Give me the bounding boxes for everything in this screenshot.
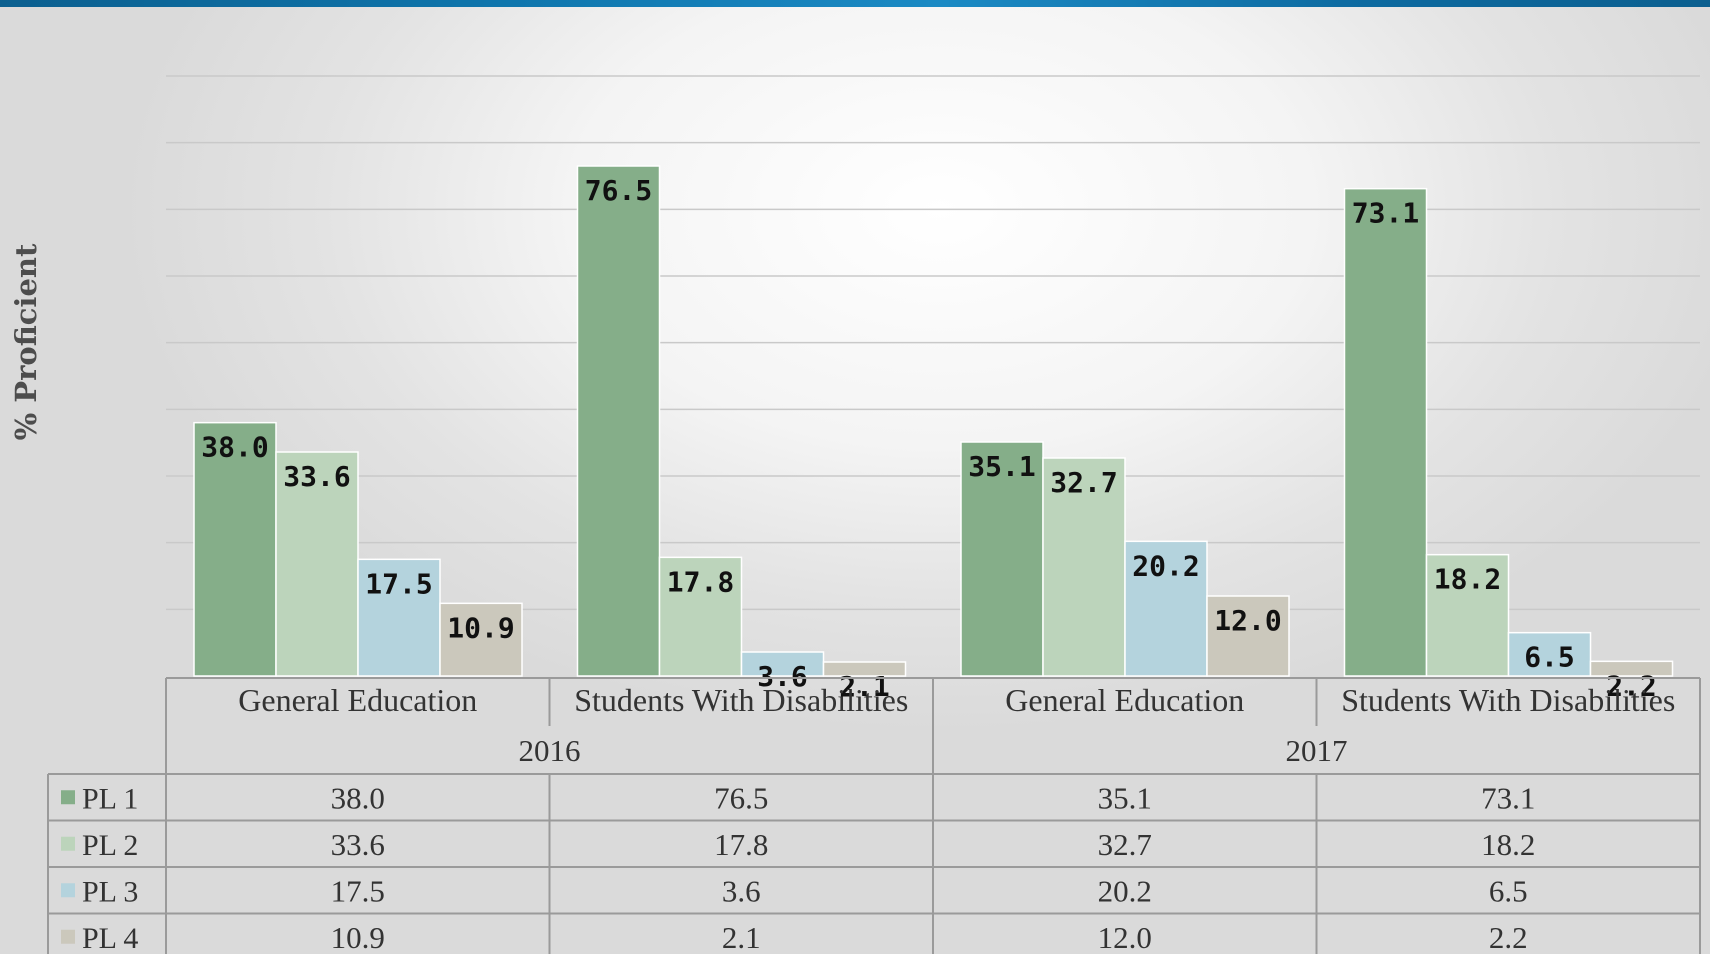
bar (576, 165, 661, 677)
bar (1589, 660, 1674, 677)
table-cell-value: 73.1 (1481, 780, 1535, 815)
table-cell-value: 3.6 (722, 873, 761, 908)
bar-value-label: 12.0 (1214, 604, 1281, 637)
bar (1425, 553, 1510, 677)
data-table: General Education Students With Disabilit… (47, 677, 1701, 954)
bar-value-label: 76.5 (585, 174, 652, 207)
bar (439, 602, 523, 677)
bar (1507, 631, 1592, 677)
table-cell-value: 2.1 (722, 920, 761, 954)
bar (1206, 595, 1290, 677)
bar-value-label: 2.2 (1606, 669, 1657, 702)
table-cell-value: 6.5 (1489, 873, 1528, 908)
bar (193, 421, 277, 677)
bar (740, 651, 825, 677)
table-cell-value: 17.5 (331, 873, 385, 908)
table-cell-value: 18.2 (1481, 827, 1535, 862)
bar-value-label: 17.5 (365, 567, 432, 600)
category-label: Students With Disabilities (574, 682, 908, 718)
group-label: 2016 (519, 733, 581, 768)
table-cell-value: 17.8 (714, 827, 768, 862)
bar-value-label: 2.1 (839, 670, 890, 703)
top-accent-bar (0, 0, 1710, 7)
table-cell-value: 38.0 (331, 780, 385, 815)
bar-value-label: 35.1 (968, 450, 1035, 483)
table-cell-value: 12.0 (1098, 920, 1152, 954)
bar-value-label: 6.5 (1524, 641, 1575, 674)
bar (822, 661, 907, 677)
bar-value-label: 73.1 (1352, 197, 1419, 230)
table-cell-value: 2.2 (1489, 920, 1528, 954)
bar-value-label: 17.8 (667, 565, 734, 598)
legend-key (61, 836, 75, 851)
legend-key (61, 790, 75, 805)
legend-key (61, 883, 75, 898)
table-cell-value: 76.5 (714, 780, 768, 815)
bar-value-label: 33.6 (283, 460, 350, 493)
group-label: 2017 (1286, 733, 1348, 768)
legend-key (61, 929, 75, 944)
table-cell-value: 35.1 (1098, 780, 1152, 815)
bar (1343, 187, 1428, 677)
bars (193, 165, 1674, 677)
legend-series-name: PL 1 (82, 782, 138, 815)
bar-value-label: 32.7 (1050, 466, 1117, 499)
category-label: General Education (238, 682, 477, 718)
bar-value-label: 18.2 (1434, 563, 1501, 596)
bar (960, 441, 1044, 677)
gridlines (166, 75, 1700, 611)
legend-series-name: PL 2 (82, 829, 138, 862)
bar-value-label: 10.9 (447, 611, 514, 644)
table-cell-value: 33.6 (331, 827, 385, 862)
table-cell-value: 20.2 (1098, 873, 1152, 908)
bar (275, 451, 359, 677)
legend-series-name: PL 3 (82, 875, 138, 908)
bar-value-label: 20.2 (1132, 549, 1199, 582)
table-cell-value: 10.9 (331, 920, 385, 954)
bar-value-label: 3.6 (757, 660, 808, 693)
category-label: Students With Disabilities (1341, 682, 1675, 718)
bar-labels: 38.0 76.5 35.1 73.1 33.6 17.8 32.7 18.2 17.5 3.6 2… (201, 174, 1657, 703)
table-cell-value: 32.7 (1098, 827, 1152, 862)
bar (658, 556, 743, 677)
category-label: General Education (1005, 682, 1244, 718)
y-axis-label: % Proficient (9, 243, 43, 440)
bar-value-label: 38.0 (201, 431, 268, 464)
legend-series-name: PL 4 (82, 922, 138, 954)
